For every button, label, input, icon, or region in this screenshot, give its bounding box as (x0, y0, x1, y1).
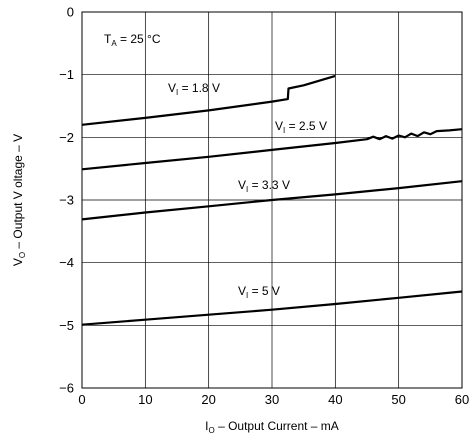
x-tick-label: 60 (455, 392, 469, 407)
y-tick-label: −3 (59, 193, 74, 208)
series-label-1p8v: VI = 1.8 V (168, 81, 220, 97)
series-line-0 (81, 74, 336, 126)
x-tick-label: 50 (391, 392, 405, 407)
data-curves (81, 74, 463, 326)
series-label-5v: VI = 5 V (238, 284, 280, 300)
x-tick-label: 0 (78, 392, 85, 407)
y-tick-label: −6 (59, 381, 74, 396)
y-tick-label: −1 (59, 67, 74, 82)
series-line-1 (81, 128, 463, 171)
x-tick-label: 20 (201, 392, 215, 407)
plot-frame (81, 11, 463, 389)
series-line-2 (81, 180, 463, 221)
series-label-3p3v: VI = 3.3 V (238, 178, 290, 194)
series-label-2p5v: VI = 2.5 V (275, 119, 327, 135)
x-axis-label: IO – Output Current – mA (205, 419, 339, 435)
x-tick-label: 10 (138, 392, 152, 407)
x-tick-label: 30 (265, 392, 279, 407)
y-tick-label: 0 (67, 5, 74, 20)
condition-label: TA = 25 °C (104, 32, 161, 48)
x-tick-label: 40 (328, 392, 342, 407)
grid (82, 12, 462, 388)
tick-labels: 0 10 20 30 40 50 60 0 −1 −2 −3 −4 −5 −6 (59, 5, 469, 408)
y-axis-label: VO – Output V oltage – V (11, 134, 27, 266)
y-tick-label: −2 (59, 130, 74, 145)
y-tick-label: −5 (59, 318, 74, 333)
series-line-3 (81, 290, 463, 326)
y-tick-label: −4 (59, 255, 74, 270)
